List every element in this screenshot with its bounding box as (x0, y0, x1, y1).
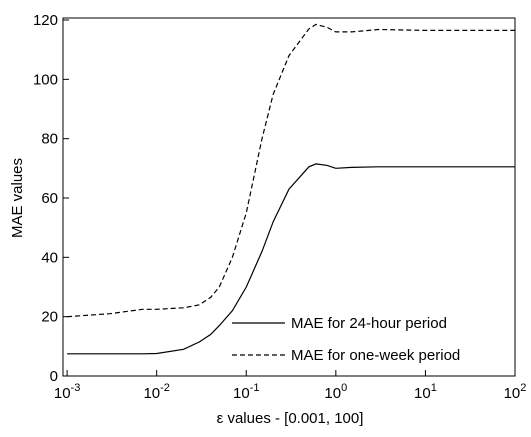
x-tick-label: 102 (504, 382, 527, 402)
x-tick-label: 10-1 (233, 382, 259, 402)
x-tick-label: 100 (324, 382, 347, 402)
y-tick-label: 100 (33, 71, 58, 88)
line-series (67, 23, 515, 318)
y-tick-label: 120 (33, 12, 58, 29)
x-tick-base: 10 (233, 385, 250, 402)
x-tick-base: 10 (414, 385, 431, 402)
x-tick-base: 10 (504, 385, 521, 402)
x-tick-exponent: 1 (431, 382, 437, 394)
line-series (67, 163, 515, 355)
legend-label: MAE for one-week period (291, 347, 460, 364)
x-axis-label: ε values - [0.001, 100] (217, 410, 364, 427)
x-tick-exponent: 0 (341, 382, 347, 394)
x-tick-label: 10-2 (143, 382, 169, 402)
y-tick-label: 20 (41, 309, 58, 326)
x-tick-label: 101 (414, 382, 437, 402)
x-tick-label: 10-3 (54, 382, 80, 402)
x-tick-base: 10 (54, 385, 71, 402)
x-tick-exponent: -3 (71, 382, 81, 394)
y-axis-label: MAE values (9, 158, 26, 238)
y-tick-label: 0 (50, 368, 58, 385)
legend-label: MAE for 24-hour period (291, 315, 447, 332)
x-tick-exponent: -2 (160, 382, 170, 394)
y-tick-label: 80 (41, 131, 58, 148)
plot-frame (62, 17, 516, 377)
y-tick-label: 60 (41, 190, 58, 207)
y-tick-label: 40 (41, 249, 58, 266)
x-tick-exponent: -1 (250, 382, 260, 394)
x-tick-base: 10 (324, 385, 341, 402)
x-tick-base: 10 (143, 385, 160, 402)
x-tick-exponent: 2 (520, 382, 526, 394)
